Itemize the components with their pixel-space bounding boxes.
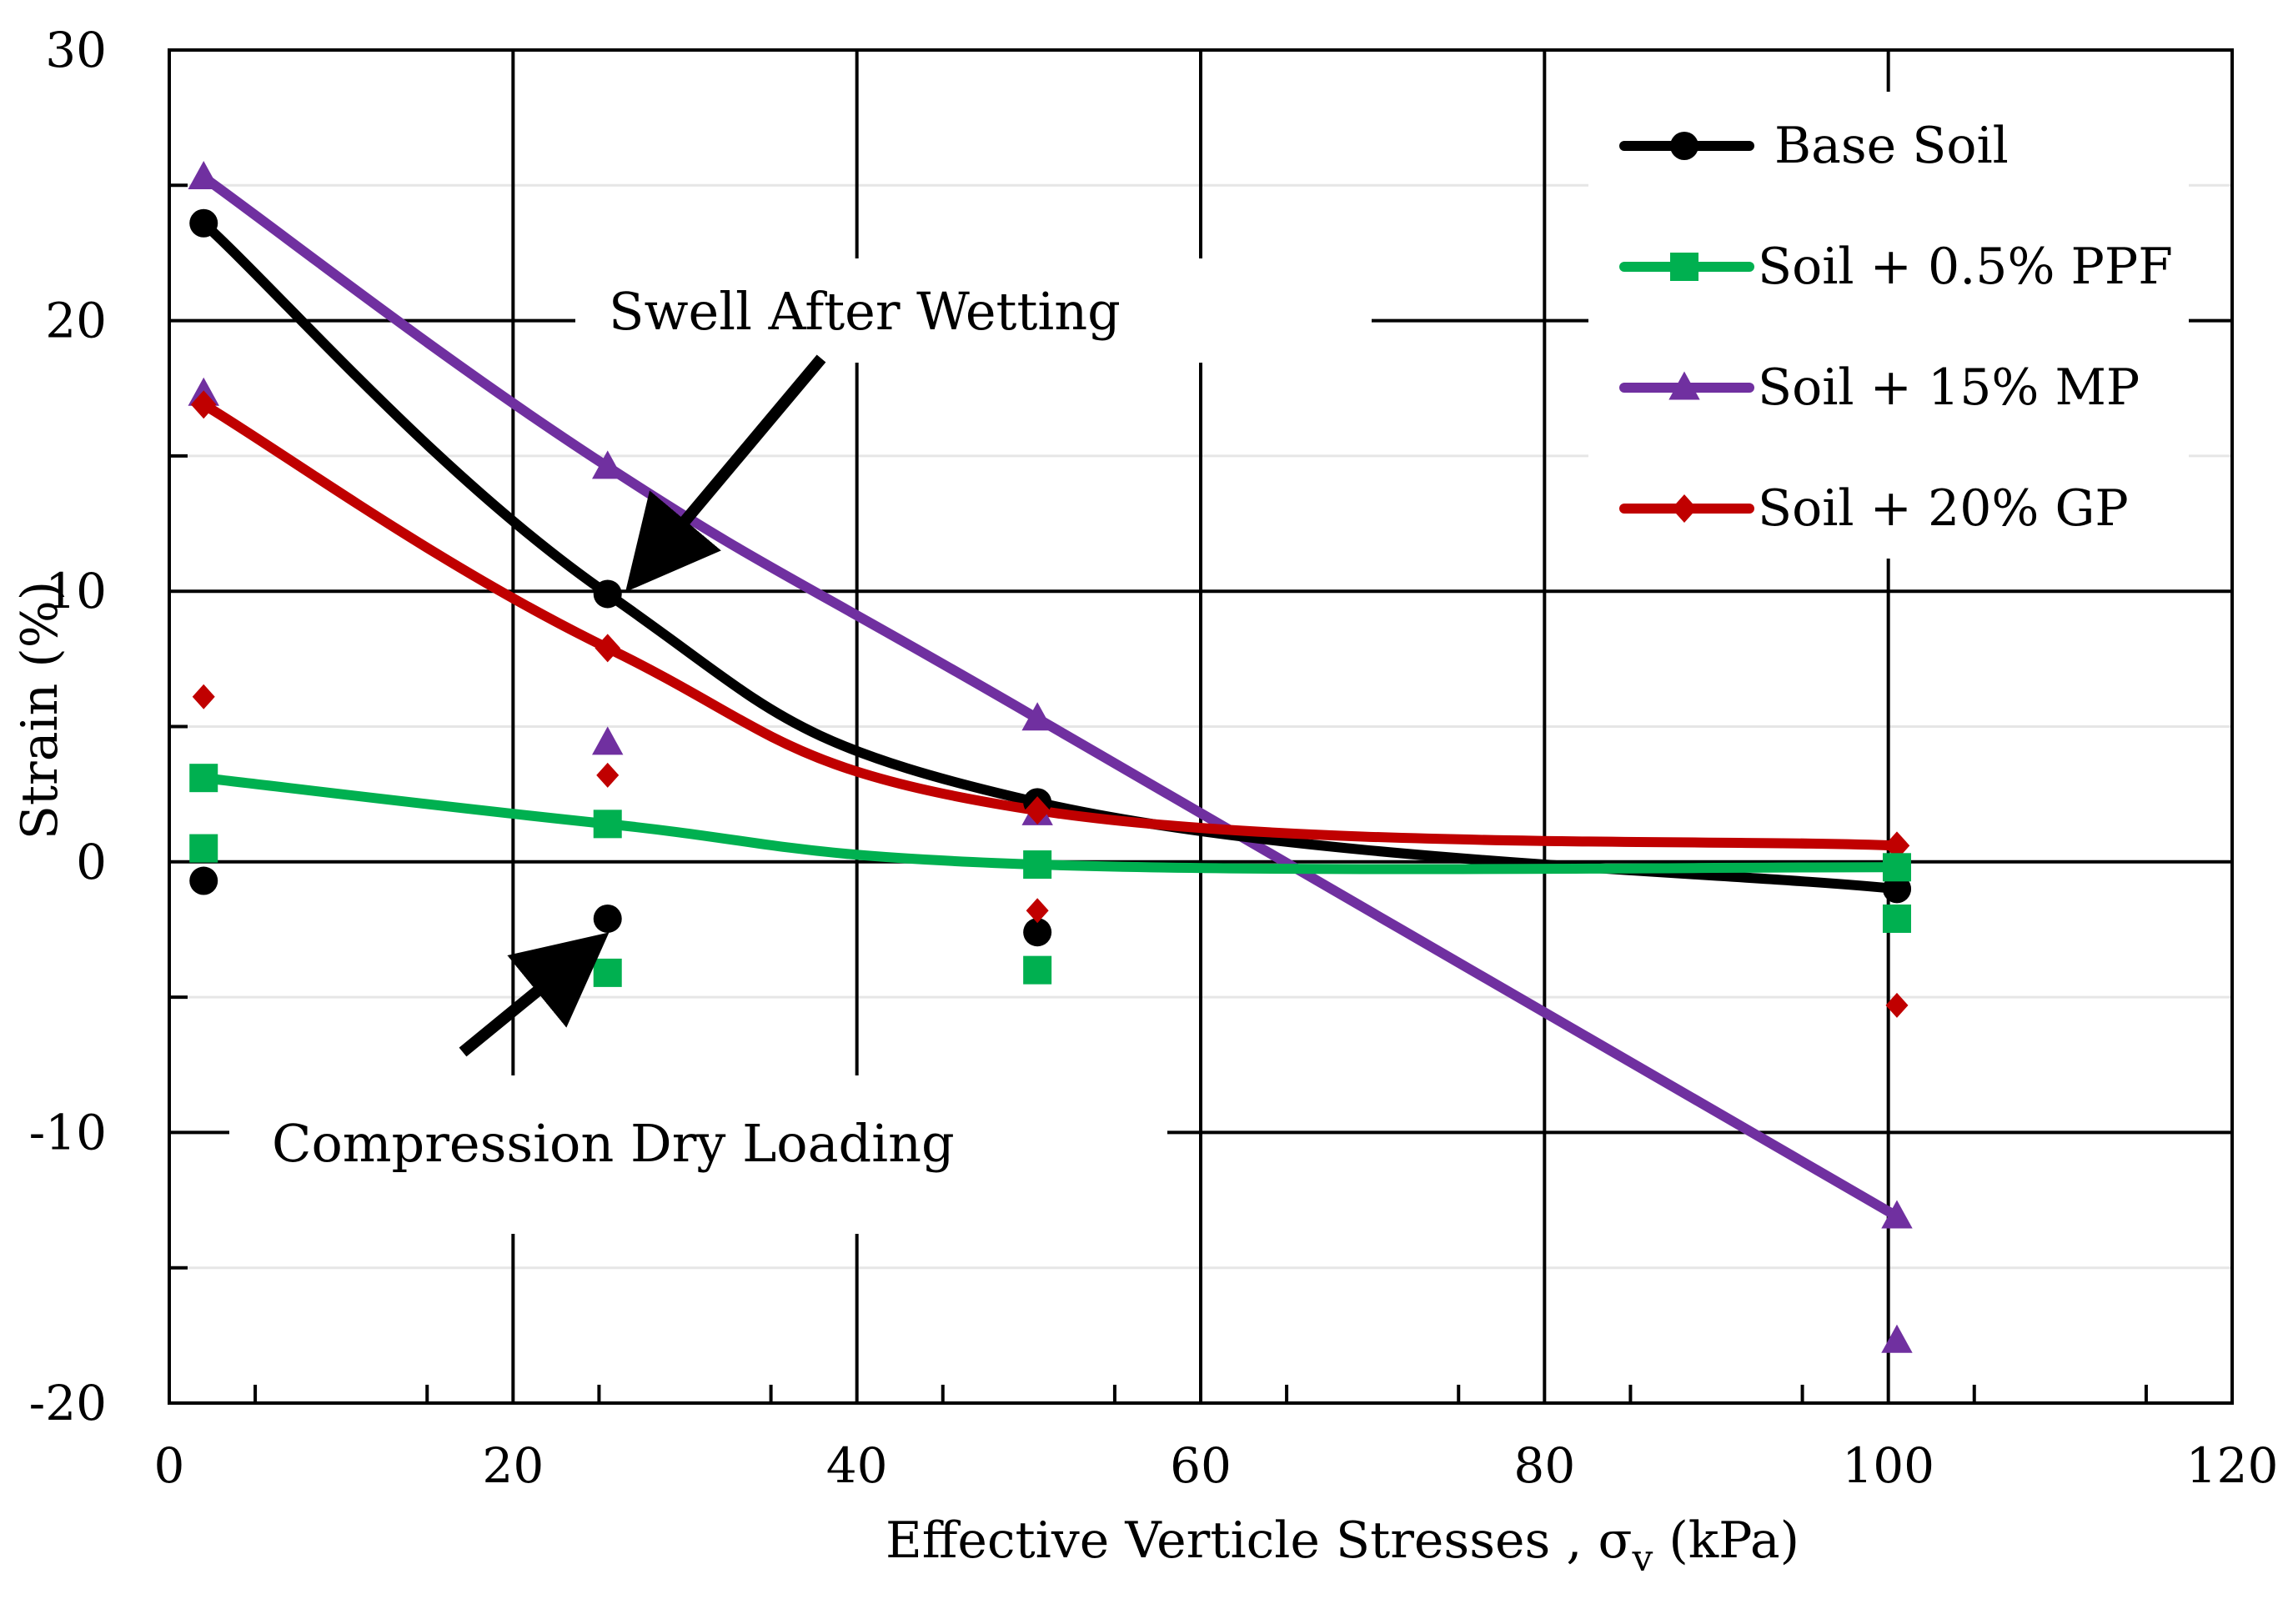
compression-point-series-2 (1881, 1324, 1913, 1353)
legend-marker-2 (1668, 371, 1700, 400)
compression-point-series-3 (596, 762, 620, 788)
y-axis-title: Strain (%) (11, 581, 69, 840)
swell-point-series-2 (188, 161, 219, 190)
compression-point-series-0 (1882, 875, 1911, 904)
x-axis-title: Effective Verticle Stresses , σv (kPa) (886, 1511, 1799, 1580)
x-tick-label: 60 (1170, 1437, 1232, 1494)
compression-point-series-1 (1882, 904, 1911, 933)
annotation-compression-dry-loading: Compression Dry Loading (272, 1113, 955, 1174)
y-tick-label: -20 (29, 1375, 107, 1431)
swell-point-series-1 (189, 764, 218, 793)
swell-point-series-2 (1021, 702, 1053, 731)
series-line-2 (198, 172, 1902, 1222)
swell-point-series-2 (1881, 1200, 1913, 1229)
swell-point-series-3 (595, 634, 621, 663)
minor-tick-marks (169, 183, 2148, 1403)
legend-label-1: Soil + 0.5% PPF (1758, 238, 2173, 296)
annotation-swell-after-wetting: Swell After Wetting (609, 281, 1121, 342)
x-axis-title-units: (kPa) (1653, 1511, 1799, 1570)
series-line-1 (198, 773, 1902, 875)
annotation-arrow-swell (625, 354, 826, 593)
compression-point-series-0 (189, 866, 218, 895)
x-tick-label: 20 (482, 1437, 544, 1494)
x-tick-label: 40 (826, 1437, 888, 1494)
compression-point-series-3 (1026, 898, 1049, 924)
data-markers (188, 161, 1913, 1353)
swell-point-series-0 (189, 208, 218, 238)
swell-point-series-1 (1882, 853, 1911, 882)
swell-point-series-0 (593, 579, 622, 609)
annotation-mask-compression (229, 1075, 1167, 1234)
x-tick-labels: 0 20 40 60 80 100 120 (154, 1437, 2279, 1494)
x-tick-label: 120 (2186, 1437, 2279, 1494)
legend-background (1588, 92, 2189, 559)
series-line-3 (198, 399, 1902, 851)
legend-marker-3 (1671, 494, 1698, 523)
y-tick-label: 0 (76, 834, 107, 890)
compression-point-series-0 (593, 904, 622, 933)
x-tick-label: 0 (154, 1437, 185, 1494)
swell-point-series-1 (593, 809, 622, 839)
swell-point-series-1 (1023, 850, 1052, 880)
legend-label-3: Soil + 20% GP (1758, 479, 2129, 538)
swell-point-series-2 (592, 450, 624, 479)
x-tick-label: 80 (1513, 1437, 1575, 1494)
compression-point-series-3 (192, 684, 215, 709)
compression-point-series-1 (593, 958, 622, 987)
y-tick-labels: -20 -10 0 10 20 30 (29, 22, 107, 1431)
y-tick-label: -10 (29, 1104, 107, 1160)
swell-point-series-3 (1884, 831, 1910, 860)
legend-label-2: Soil + 15% MP (1758, 358, 2140, 417)
compression-point-series-2 (592, 726, 624, 755)
swell-point-series-3 (1024, 796, 1051, 825)
compression-point-series-0 (1023, 918, 1052, 947)
legend-marker-0 (1670, 132, 1698, 160)
legend-label-0: Base Soil (1774, 117, 2009, 175)
y-tick-label: 20 (45, 293, 107, 349)
annotation-arrow-compression (459, 932, 610, 1057)
swell-point-series-3 (190, 390, 217, 419)
compression-point-series-1 (189, 834, 218, 863)
plot-frame (168, 48, 2234, 1405)
x-axis-title-subscript: v (1631, 1537, 1653, 1580)
fit-lines (198, 172, 1902, 1222)
legend-marker-1 (1670, 253, 1698, 281)
annotation-mask-swell (575, 258, 1372, 363)
legend: Base Soil Soil + 0.5% PPF Soil + 15% MP Soi… (1588, 92, 2189, 559)
x-tick-label: 100 (1842, 1437, 1934, 1494)
compression-point-series-3 (1885, 992, 1909, 1018)
y-tick-label: 30 (45, 22, 107, 78)
x-axis-title-main: Effective Verticle Stresses , σ (886, 1511, 1632, 1570)
y-tick-label: 10 (45, 563, 107, 619)
compression-point-series-1 (1023, 955, 1052, 985)
